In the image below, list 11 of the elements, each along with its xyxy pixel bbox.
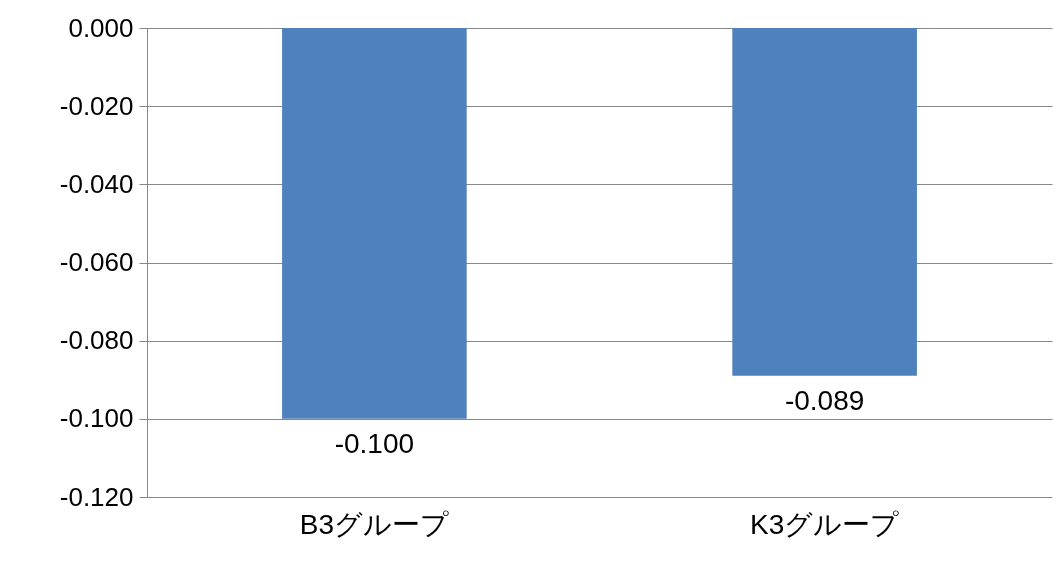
data-label: -0.100 bbox=[334, 427, 415, 459]
x-tick-label: K3グループ bbox=[750, 508, 900, 540]
y-tick-label: -0.120 bbox=[59, 481, 134, 512]
y-tick-label: -0.020 bbox=[59, 90, 134, 121]
data-label: -0.089 bbox=[784, 384, 865, 416]
y-tick-label: -0.080 bbox=[59, 325, 134, 356]
y-tick-label: -0.060 bbox=[59, 247, 134, 277]
y-tick-label: -0.040 bbox=[59, 168, 134, 199]
x-tick-label: B3グループ bbox=[299, 508, 449, 540]
y-tick-label: 0.000 bbox=[68, 12, 134, 43]
y-tick-label: -0.100 bbox=[59, 403, 134, 434]
